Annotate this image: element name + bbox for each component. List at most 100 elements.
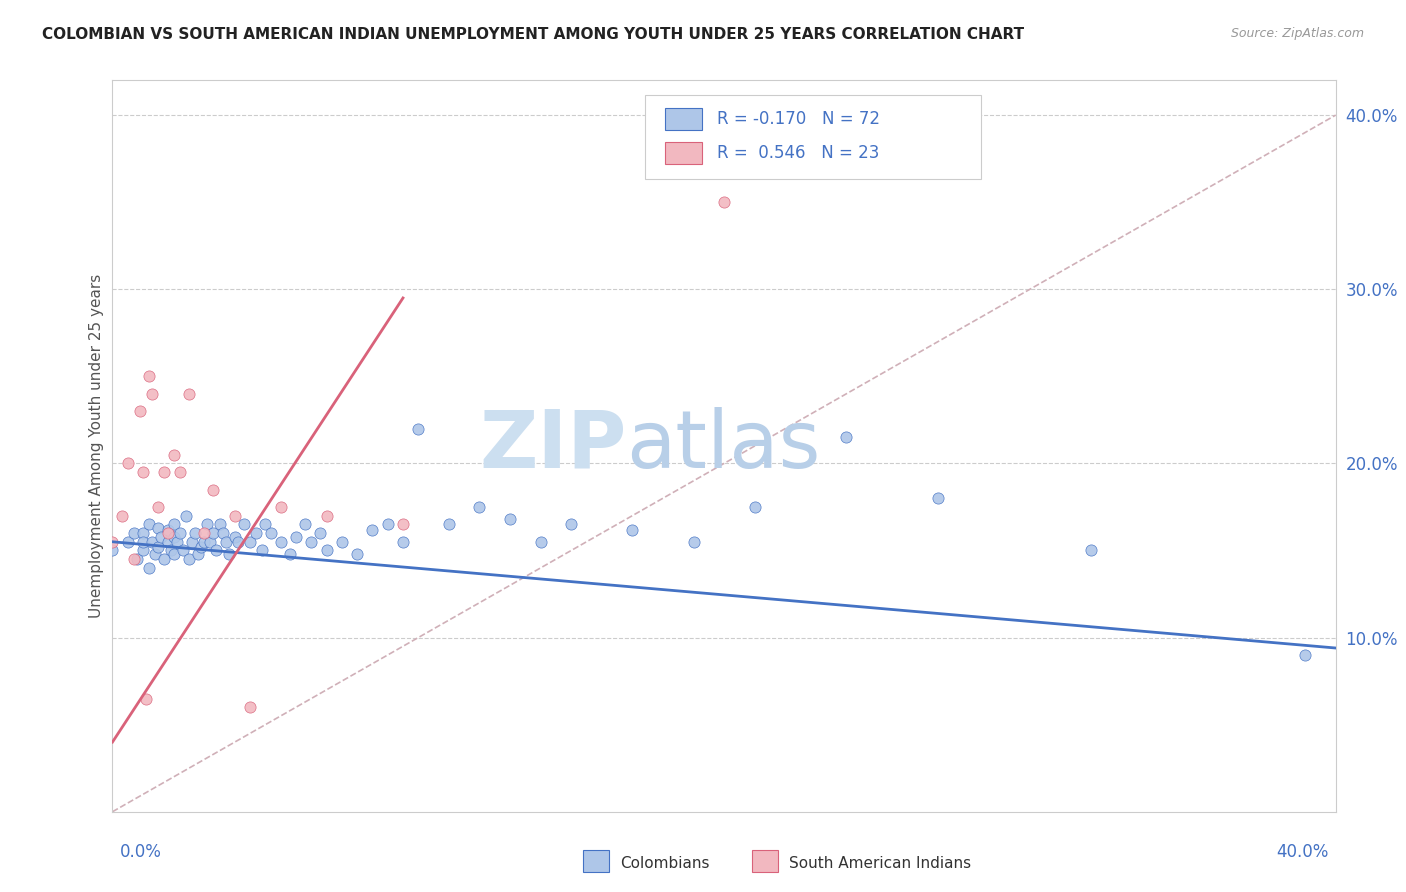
- Point: [202, 483, 225, 497]
- Text: R = -0.170   N = 72: R = -0.170 N = 72: [717, 110, 880, 128]
- Point: [299, 534, 322, 549]
- Y-axis label: Unemployment Among Youth under 25 years: Unemployment Among Youth under 25 years: [89, 274, 104, 618]
- Point: [346, 547, 368, 561]
- Point: [163, 517, 186, 532]
- Point: [174, 508, 197, 523]
- Point: [169, 465, 191, 479]
- Point: [153, 552, 176, 566]
- FancyBboxPatch shape: [665, 143, 702, 164]
- Point: [190, 540, 212, 554]
- Point: [143, 547, 166, 561]
- Point: [148, 521, 170, 535]
- Text: COLOMBIAN VS SOUTH AMERICAN INDIAN UNEMPLOYMENT AMONG YOUTH UNDER 25 YEARS CORRE: COLOMBIAN VS SOUTH AMERICAN INDIAN UNEMP…: [42, 27, 1025, 42]
- Point: [132, 534, 155, 549]
- Point: [150, 530, 173, 544]
- Point: [187, 547, 209, 561]
- Point: [713, 195, 735, 210]
- Point: [163, 530, 186, 544]
- Text: R =  0.546   N = 23: R = 0.546 N = 23: [717, 145, 879, 162]
- Point: [254, 517, 277, 532]
- Point: [135, 691, 157, 706]
- Point: [270, 500, 292, 514]
- Point: [499, 512, 522, 526]
- Point: [163, 547, 186, 561]
- Point: [361, 523, 384, 537]
- Point: [169, 526, 191, 541]
- Point: [177, 552, 200, 566]
- Point: [408, 421, 430, 435]
- Text: Source: ZipAtlas.com: Source: ZipAtlas.com: [1230, 27, 1364, 40]
- Point: [315, 508, 337, 523]
- Text: 0.0%: 0.0%: [120, 843, 162, 861]
- Text: Colombians: Colombians: [620, 856, 710, 871]
- Point: [560, 517, 582, 532]
- Point: [148, 500, 170, 514]
- Point: [138, 369, 160, 384]
- Point: [224, 508, 246, 523]
- Point: [214, 534, 236, 549]
- Point: [200, 534, 222, 549]
- Point: [138, 561, 160, 575]
- FancyBboxPatch shape: [665, 108, 702, 130]
- Point: [437, 517, 460, 532]
- Point: [141, 534, 163, 549]
- Text: ZIP: ZIP: [479, 407, 626, 485]
- Point: [621, 523, 644, 537]
- Point: [132, 465, 155, 479]
- Point: [111, 508, 134, 523]
- Text: 40.0%: 40.0%: [1277, 843, 1329, 861]
- Point: [682, 534, 704, 549]
- Point: [148, 540, 170, 554]
- Point: [156, 523, 179, 537]
- Point: [226, 534, 249, 549]
- Point: [129, 404, 152, 418]
- Point: [117, 457, 139, 471]
- Point: [172, 543, 194, 558]
- Point: [392, 534, 415, 549]
- Point: [239, 534, 262, 549]
- Point: [1294, 648, 1316, 662]
- FancyBboxPatch shape: [644, 95, 981, 179]
- Point: [392, 517, 415, 532]
- Point: [239, 700, 262, 714]
- Point: [163, 448, 186, 462]
- Point: [117, 534, 139, 549]
- Text: atlas: atlas: [626, 407, 821, 485]
- Point: [101, 543, 124, 558]
- Point: [744, 500, 766, 514]
- Point: [377, 517, 399, 532]
- Point: [530, 534, 553, 549]
- Point: [315, 543, 337, 558]
- Point: [138, 517, 160, 532]
- Point: [224, 530, 246, 544]
- Point: [122, 526, 145, 541]
- Point: [153, 465, 176, 479]
- Point: [284, 530, 308, 544]
- Point: [101, 534, 124, 549]
- Point: [1080, 543, 1102, 558]
- Point: [195, 517, 218, 532]
- Point: [181, 534, 204, 549]
- Point: [233, 517, 256, 532]
- Point: [835, 430, 858, 444]
- Point: [278, 547, 301, 561]
- Point: [330, 534, 353, 549]
- Point: [166, 534, 188, 549]
- Point: [159, 543, 181, 558]
- Point: [270, 534, 292, 549]
- Point: [132, 526, 155, 541]
- Point: [208, 517, 231, 532]
- Point: [156, 534, 179, 549]
- Point: [468, 500, 491, 514]
- Point: [193, 526, 215, 541]
- Point: [309, 526, 332, 541]
- Text: South American Indians: South American Indians: [789, 856, 972, 871]
- Point: [927, 491, 949, 506]
- Point: [122, 552, 145, 566]
- Point: [193, 534, 215, 549]
- Point: [202, 526, 225, 541]
- Point: [211, 526, 233, 541]
- Point: [125, 552, 148, 566]
- Point: [184, 526, 207, 541]
- Point: [132, 543, 155, 558]
